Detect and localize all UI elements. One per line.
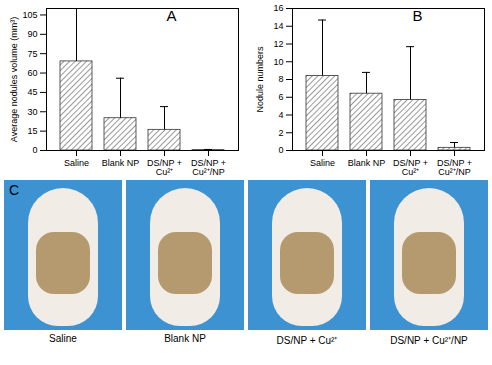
svg-text:4: 4 — [278, 110, 283, 120]
svg-text:Nodule numbers: Nodule numbers — [255, 46, 265, 113]
html-text:DS/NP + Cu²⁺: DS/NP + Cu²⁺ — [276, 335, 338, 346]
svg-text:45: 45 — [27, 87, 37, 97]
svg-text:Saline: Saline — [310, 158, 335, 168]
svg-text:Blank NP: Blank NP — [102, 158, 140, 168]
svg-text:DS/NP +Cu²⁺: DS/NP +Cu²⁺ — [147, 158, 182, 177]
svg-text:60: 60 — [27, 68, 37, 78]
svg-text:0: 0 — [278, 145, 283, 155]
html-text:C: C — [9, 182, 20, 198]
html-text:DS/NP + Cu²⁺/NP: DS/NP + Cu²⁺/NP — [390, 335, 468, 346]
svg-text:105: 105 — [22, 10, 37, 20]
svg-text:12: 12 — [273, 39, 283, 49]
svg-text:10: 10 — [273, 57, 283, 67]
svg-text:Saline: Saline — [64, 158, 89, 168]
svg-text:8: 8 — [278, 74, 283, 84]
svg-text:Average nodules volume (mm³): Average nodules volume (mm³) — [9, 17, 19, 142]
svg-text:A: A — [166, 7, 176, 24]
svg-text:16: 16 — [273, 3, 283, 13]
svg-text:DS/NP +Cu²⁺/NP: DS/NP +Cu²⁺/NP — [191, 158, 226, 177]
svg-text:14: 14 — [273, 21, 283, 31]
svg-text:30: 30 — [27, 107, 37, 117]
svg-text:6: 6 — [278, 92, 283, 102]
html-text:Saline: Saline — [49, 333, 77, 344]
html-text:Blank NP: Blank NP — [164, 333, 206, 344]
svg-text:B: B — [412, 7, 422, 24]
svg-text:2: 2 — [278, 128, 283, 138]
svg-text:Blank NP: Blank NP — [348, 158, 386, 168]
svg-text:DS/NP +Cu²⁺: DS/NP +Cu²⁺ — [393, 158, 428, 177]
svg-text:DS/NP +Cu²⁺/NP: DS/NP +Cu²⁺/NP — [437, 158, 472, 177]
svg-text:90: 90 — [27, 29, 37, 39]
svg-text:75: 75 — [27, 49, 37, 59]
svg-text:15: 15 — [27, 126, 37, 136]
svg-text:0: 0 — [32, 145, 37, 155]
